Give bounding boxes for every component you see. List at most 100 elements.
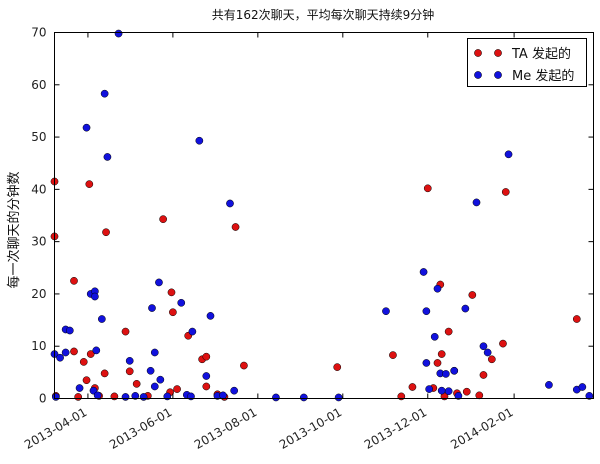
x-tick-label: 2014-02-01 [448, 405, 515, 452]
point-ta [479, 371, 488, 379]
legend-marker-ta [474, 49, 482, 57]
point-me [454, 392, 463, 400]
legend-marker-ta-2 [494, 49, 502, 57]
point-ta [499, 339, 507, 348]
point-me [425, 385, 434, 393]
point-me [91, 292, 99, 301]
legend: TA 发起的 Me 发起的 [467, 38, 587, 87]
point-me [146, 366, 155, 375]
x-tick-label: 2013-10-01 [277, 405, 344, 452]
point-ta [423, 184, 432, 193]
point-me [150, 348, 159, 357]
point-ta [121, 327, 130, 336]
point-me [92, 346, 101, 355]
point-me [422, 307, 431, 316]
point-ta [100, 369, 109, 378]
point-ta [159, 215, 167, 224]
point-me [444, 387, 453, 396]
point-me [382, 307, 390, 316]
point-ta [82, 376, 91, 385]
point-ta [333, 363, 342, 371]
point-ta [86, 350, 95, 358]
point-ta [125, 367, 134, 376]
point-me [82, 123, 91, 132]
point-ta [132, 380, 141, 388]
point-me [75, 384, 84, 392]
point-me [177, 298, 186, 307]
point-me [155, 278, 163, 287]
point-me [272, 393, 280, 402]
point-ta [408, 383, 417, 391]
point-me [100, 89, 109, 98]
point-me [103, 153, 112, 161]
point-ta [501, 188, 510, 196]
point-me [56, 353, 64, 362]
point-me [219, 391, 227, 400]
x-tick-label: 2013-04-01 [22, 405, 89, 452]
point-me [422, 359, 431, 367]
point-ta [173, 385, 181, 393]
y-axis-label: 每一次聊天的分钟数 [6, 171, 22, 288]
point-me [433, 284, 442, 293]
point-me [195, 136, 204, 145]
point-ta [468, 291, 477, 299]
point-me [93, 391, 102, 400]
point-me [479, 342, 488, 351]
legend-label-me: Me 发起的 [512, 68, 574, 84]
point-me [131, 392, 140, 400]
point-me [578, 383, 587, 391]
point-ta [74, 393, 83, 401]
point-me [148, 304, 156, 312]
legend-box [467, 38, 587, 87]
point-me [483, 348, 492, 357]
point-ta [444, 327, 453, 336]
point-me [52, 393, 60, 401]
y-tick-label: 30 [31, 235, 46, 249]
point-me [461, 304, 470, 313]
point-ta [169, 308, 177, 317]
y-tick-label: 50 [31, 130, 46, 144]
x-tick-label: 2013-06-01 [107, 405, 174, 452]
point-ta [433, 359, 442, 367]
y-tick-label: 60 [31, 78, 46, 92]
point-ta [475, 391, 484, 400]
legend-marker-me [474, 71, 482, 79]
chart-title: 共有162次聊天，平均每次聊天持续9分钟 [212, 7, 435, 22]
point-ta [240, 361, 248, 370]
x-tick-label: 2013-12-01 [362, 405, 429, 452]
point-ta [572, 315, 581, 323]
point-me [437, 386, 446, 395]
point-ta [70, 277, 78, 285]
point-me [230, 386, 239, 395]
point-ta [85, 180, 94, 188]
point-ta [167, 288, 176, 297]
point-me [472, 198, 481, 207]
point-me [206, 312, 215, 320]
point-ta [70, 347, 78, 356]
y-tick-label: 40 [31, 182, 46, 196]
point-me [188, 327, 197, 336]
point-ta [437, 350, 446, 358]
point-ta [462, 387, 471, 396]
point-me [299, 393, 308, 402]
point-me [98, 315, 106, 323]
point-me [430, 332, 439, 341]
point-ta [202, 382, 211, 391]
axes-layer: 0 10 20 30 40 50 60 70 2013-04-01 2013-06-01 2013-… [22, 26, 594, 452]
point-ta [202, 352, 211, 361]
y-tick-label: 70 [31, 26, 46, 40]
point-me [125, 357, 134, 365]
point-ta [389, 351, 397, 359]
point-me [450, 366, 459, 375]
point-me [61, 348, 70, 357]
point-me [65, 326, 74, 335]
point-me [114, 29, 123, 38]
point-ta [231, 223, 240, 231]
plot-frame [54, 32, 594, 399]
point-me [585, 392, 594, 400]
point-me [504, 150, 513, 159]
point-ta [102, 228, 110, 237]
y-tick-label: 20 [31, 287, 46, 301]
point-me [121, 393, 130, 401]
